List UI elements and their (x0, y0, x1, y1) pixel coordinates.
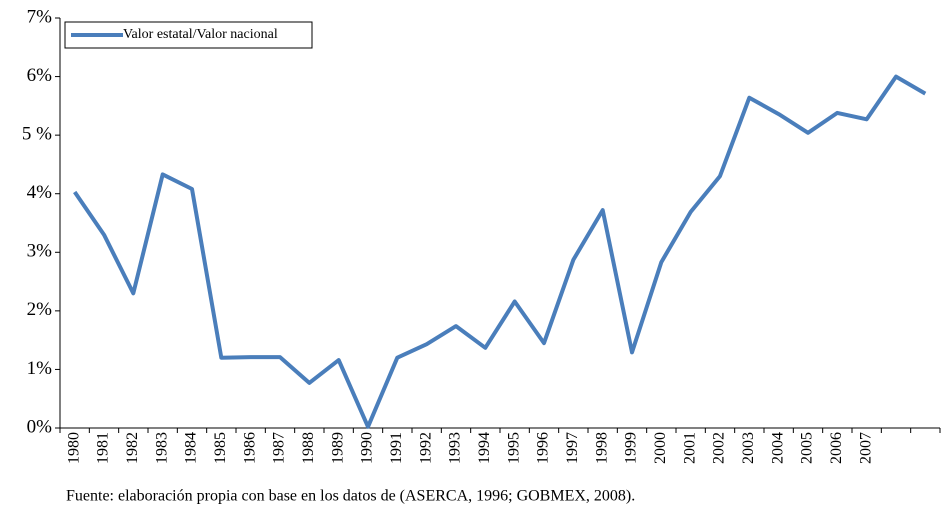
x-tick-label: 2001 (681, 432, 698, 464)
y-tick-label: 3% (27, 241, 53, 262)
y-tick-label: 7% (27, 6, 53, 27)
x-tick-label: 1986 (241, 432, 258, 464)
x-tick-label: 2000 (652, 432, 669, 464)
legend-label: Valor estatal/Valor nacional (123, 27, 278, 42)
x-tick-label: 1990 (359, 432, 376, 464)
x-tick-label: 2003 (740, 432, 757, 464)
source-note: Fuente: elaboración propia con base en l… (66, 488, 635, 505)
x-tick-label: 1992 (417, 432, 434, 464)
y-tick-label: 5 % (22, 124, 52, 145)
x-tick-label: 1989 (329, 432, 346, 464)
x-tick-label: 2006 (828, 432, 845, 464)
y-tick-label: 4% (27, 182, 53, 203)
x-tick-label: 2007 (857, 432, 874, 464)
legend-box (64, 21, 313, 49)
y-tick-label: 6% (27, 65, 53, 86)
x-tick-label: 1999 (623, 432, 640, 464)
x-tick-label: 1988 (300, 432, 317, 464)
x-tick-label: 2005 (799, 432, 816, 464)
x-tick-label: 1981 (95, 432, 112, 464)
x-tick-label: 1983 (153, 432, 170, 464)
x-tick-label: 1982 (124, 432, 141, 464)
y-tick-label: 1% (27, 358, 53, 379)
x-tick-label: 1994 (476, 432, 493, 464)
x-tick-label: 1984 (183, 432, 200, 464)
y-tick-label: 2% (27, 299, 53, 320)
x-tick-label: 1995 (505, 432, 522, 464)
x-tick-label: 2004 (769, 432, 786, 464)
x-tick-label: 1987 (271, 432, 288, 464)
x-tick-label: 1996 (535, 432, 552, 464)
x-tick-label: 1993 (447, 432, 464, 464)
x-tick-label: 1980 (65, 432, 82, 464)
y-tick-label: 0% (27, 416, 53, 437)
x-tick-label: 1998 (593, 432, 610, 464)
x-tick-label: 2002 (711, 432, 728, 464)
x-tick-label: 1985 (212, 432, 229, 464)
series-line (73, 74, 927, 429)
x-tick-label: 1991 (388, 432, 405, 464)
x-tick-label: 1997 (564, 432, 581, 464)
